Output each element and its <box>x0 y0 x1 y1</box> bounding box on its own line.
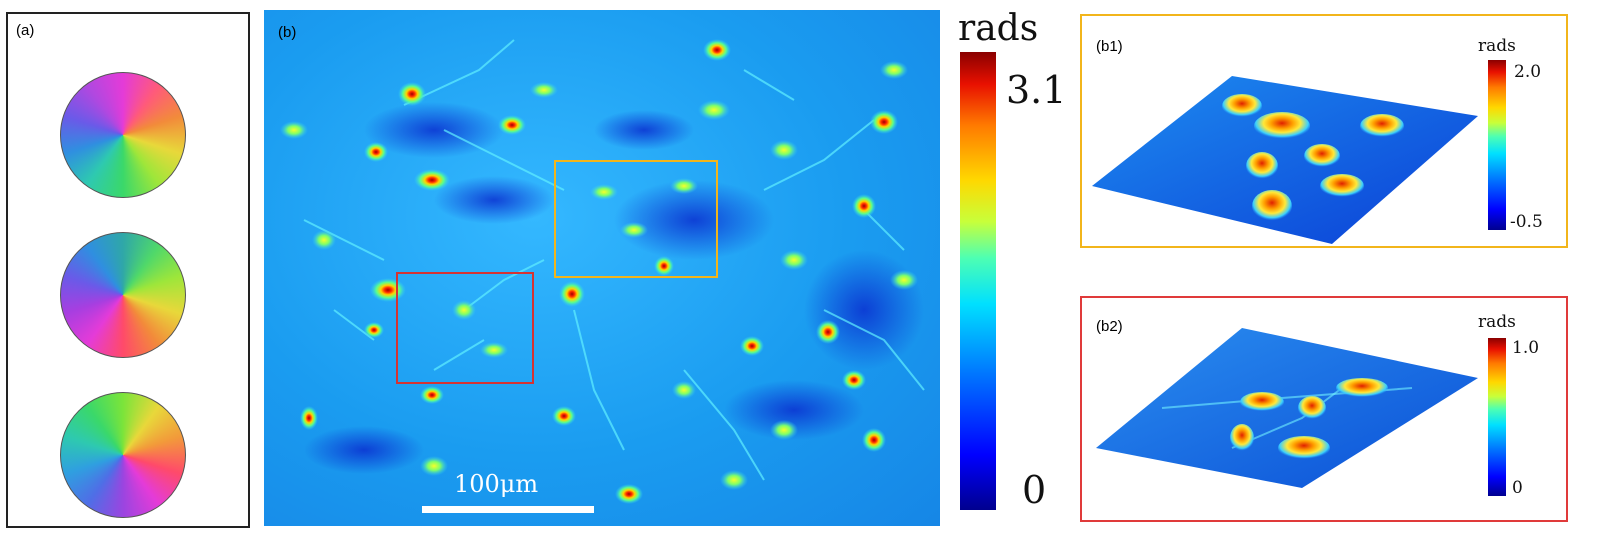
scalebar <box>422 506 594 513</box>
b1-peaks <box>1222 94 1404 222</box>
cell-field <box>280 39 925 504</box>
panel-b2-label: (b2) <box>1096 318 1123 335</box>
b2-colorbar-min-label: 0 <box>1512 478 1523 498</box>
panel-b2-3d-surface: (b2) rads 1.0 0 <box>1080 296 1568 522</box>
b1-colorbar-max-label: 2.0 <box>1514 62 1542 82</box>
scalebar-label: 100μm <box>454 470 539 498</box>
panel-b1-3d-surface: (b1) rads 2.0 -0.5 <box>1080 14 1568 248</box>
b1-colorbar <box>1488 60 1506 230</box>
phase-wheel-3 <box>60 392 186 518</box>
b2-surface-plane <box>1096 328 1478 488</box>
phase-wheel-1 <box>60 72 186 198</box>
panel-b1-label: (b1) <box>1096 38 1123 55</box>
b1-colorbar-title: rads <box>1478 36 1516 56</box>
phase-wheel-2 <box>60 232 186 358</box>
panel-b-phase-image: (b) 100μm <box>264 10 940 526</box>
main-colorbar-max-label: 3.1 <box>1006 68 1067 112</box>
b1-colorbar-min-label: -0.5 <box>1510 212 1543 232</box>
b2-peaks <box>1230 378 1388 460</box>
cells <box>280 39 918 504</box>
panel-a-vortex-wheels: (a) <box>6 12 250 528</box>
panel-a-label: (a) <box>16 22 35 39</box>
roi-box-red <box>396 272 534 384</box>
b2-surface-plot <box>1096 328 1478 488</box>
roi-box-yellow <box>554 160 718 278</box>
main-colorbar-min-label: 0 <box>1022 468 1047 512</box>
main-colorbar <box>960 52 996 510</box>
panel-b-label: (b) <box>278 24 297 41</box>
main-colorbar-title: rads <box>958 8 1039 49</box>
b2-colorbar-title: rads <box>1478 312 1516 332</box>
b1-surface-plane <box>1092 76 1478 244</box>
cell-processes <box>303 39 925 481</box>
b2-colorbar-max-label: 1.0 <box>1512 338 1540 358</box>
b2-colorbar <box>1488 338 1506 496</box>
b1-surface-plot <box>1092 76 1478 244</box>
